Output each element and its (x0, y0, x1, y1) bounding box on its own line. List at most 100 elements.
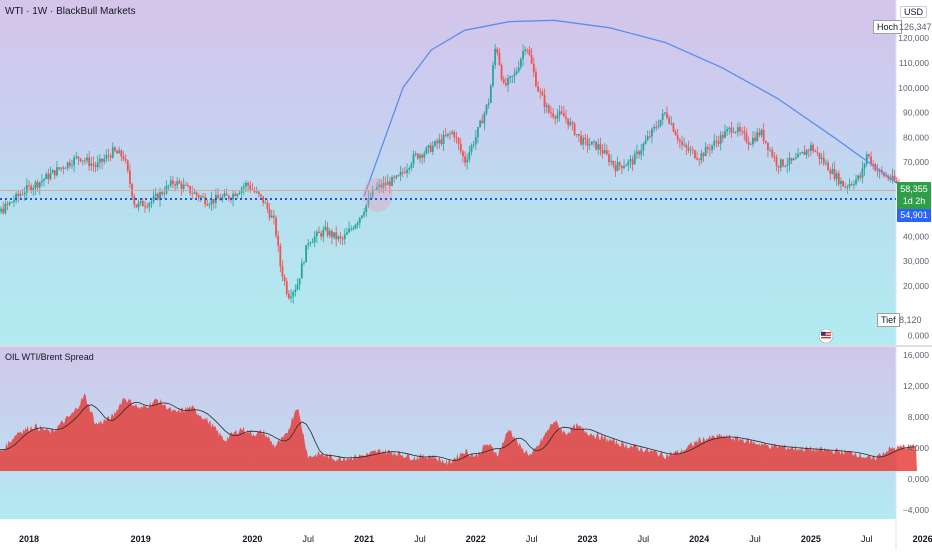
candle-body (754, 137, 756, 142)
candle-body (842, 180, 845, 187)
time-tick-label: Jul (414, 534, 426, 544)
candle-body (891, 175, 894, 180)
spread-tick-label: 12,000 (903, 381, 929, 391)
candle-body (799, 153, 802, 155)
candle-body (172, 180, 174, 185)
candle-body (636, 151, 638, 154)
candle-body (459, 143, 462, 152)
candle-body (593, 141, 595, 143)
candle-body (146, 206, 149, 208)
candle-body (449, 133, 451, 135)
candle-body (195, 192, 198, 195)
candle-body (661, 113, 664, 120)
candle-body (208, 204, 211, 206)
candle-body (182, 184, 185, 189)
candle-body (0, 208, 2, 212)
candle-body (674, 131, 677, 136)
candle-body (212, 198, 215, 203)
candle-body (167, 185, 170, 187)
candle-body (161, 191, 164, 195)
candle-body (369, 197, 372, 199)
candle-body (865, 154, 868, 164)
candle-body (165, 185, 168, 194)
candle-body (620, 165, 623, 169)
candle-body (408, 167, 411, 170)
candle-body (21, 194, 24, 196)
candle-body (539, 91, 542, 93)
candle-body (15, 193, 18, 201)
candle-body (541, 91, 544, 96)
candle-body (53, 170, 56, 176)
candle-body (670, 123, 673, 125)
candle-body (285, 281, 288, 294)
candle-body (283, 276, 286, 282)
high-value: 126,347 (899, 22, 932, 32)
time-tick-label: Jul (302, 534, 314, 544)
candle-body (479, 120, 481, 128)
price-tick-label: 30,000 (903, 256, 929, 266)
candle-body (62, 167, 65, 169)
candle-body (303, 262, 305, 264)
candle-body (6, 203, 9, 205)
candle-body (489, 85, 492, 103)
candle-body (77, 156, 80, 159)
candle-body (406, 169, 408, 173)
candle-body (101, 158, 103, 162)
candle-body (223, 193, 226, 197)
candle-body (397, 175, 400, 176)
candle-body (189, 186, 192, 194)
candle-body (429, 145, 432, 152)
candle-body (691, 149, 694, 151)
candle-body (410, 164, 413, 168)
candle-body (365, 204, 368, 213)
candle-body (94, 165, 97, 168)
candle-body (245, 182, 247, 187)
candle-body (659, 119, 662, 127)
candle-body (685, 144, 688, 148)
time-tick-label: 2023 (577, 534, 597, 544)
candle-body (653, 126, 655, 129)
time-tick-label: Jul (638, 534, 650, 544)
level-badge: 54,901 (897, 209, 931, 222)
candle-body (191, 193, 194, 194)
candle-body (249, 185, 252, 190)
time-tick-label: 2020 (242, 534, 262, 544)
candle-body (92, 163, 95, 166)
candle-body (335, 232, 338, 240)
spread-tick-label: 8,000 (908, 412, 930, 422)
candle-body (17, 193, 20, 196)
candle-body (150, 201, 153, 204)
candle-body (206, 204, 209, 206)
breakout-circle-marker[interactable] (362, 178, 393, 213)
candle-body (28, 185, 30, 186)
candle-body (481, 120, 484, 124)
last-price-value: 58,355 (900, 184, 928, 195)
time-tick-label: 2026 (913, 534, 932, 544)
candle-body (513, 73, 516, 77)
candle-body (610, 161, 613, 163)
candle-body (612, 161, 615, 166)
candle-body (311, 241, 314, 244)
candle-body (689, 149, 692, 151)
candle-body (814, 150, 817, 152)
candle-body (786, 164, 789, 167)
candle-body (784, 166, 787, 167)
flag-icon[interactable] (818, 328, 834, 344)
rounded-top-arc[interactable] (363, 19, 912, 197)
candle-body (517, 67, 520, 72)
candle-body (440, 139, 443, 144)
candle-body (844, 186, 847, 188)
candle-body (135, 204, 138, 208)
candle-body (96, 162, 99, 168)
candle-body (543, 95, 546, 107)
candle-body (663, 112, 666, 114)
candle-body (464, 156, 466, 163)
candle-body (580, 135, 582, 145)
candle-body (507, 78, 509, 86)
candle-body (719, 134, 722, 144)
candle-body (466, 159, 469, 163)
price-tick-label: 110,000 (899, 58, 929, 68)
currency-button[interactable]: USD (900, 6, 928, 18)
candle-body (98, 158, 101, 163)
